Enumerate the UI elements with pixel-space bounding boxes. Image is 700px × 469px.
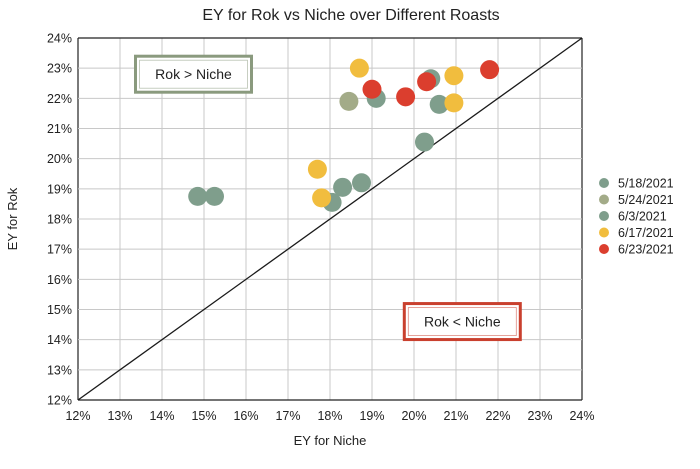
data-point [205,186,224,206]
data-point [415,132,434,152]
y-tick-label: 16% [47,273,72,287]
data-point [333,177,353,197]
annotation-2: Rok < Niche [402,302,522,342]
legend-label: 6/3/2021 [618,210,667,224]
reference-line [77,37,583,401]
y-tick-label: 19% [47,182,72,196]
annotation-box-inner [139,59,248,89]
y-tick-label: 23% [47,62,72,76]
legend-label: 6/17/2021 [618,226,674,240]
legend-marker [599,244,609,254]
data-point [429,94,449,114]
x-tick-label: 19% [359,409,384,423]
y-tick-label: 15% [47,303,72,317]
y-tick-label: 12% [47,394,72,408]
legend-label: 5/24/2021 [618,193,674,207]
legend-label: 6/23/2021 [618,243,674,257]
annotation-box-inner [407,307,517,336]
annotation-1: Rok > Niche [134,54,253,94]
data-point [444,93,464,113]
x-tick-label: 12% [65,409,90,423]
data-point [444,66,464,86]
x-tick-label: 18% [317,409,342,423]
x-tick-label: 13% [107,409,132,423]
legend-marker [599,227,609,238]
legend-item: 5/18/2021 [599,177,674,191]
x-tick-label: 21% [443,409,468,423]
legend: 5/18/2021 5/24/2021 6/3/2021 6/17/2021 6/23/… [599,177,674,257]
x-tick-label: 17% [275,409,300,423]
data-point [339,91,359,111]
data-point [312,188,332,208]
data-points [188,58,500,212]
annotations: Rok > Niche Rok < Niche [134,54,522,342]
chart-title: EY for Rok vs Niche over Different Roast… [202,7,499,24]
y-tick-label: 20% [47,152,72,166]
legend-item: 6/3/2021 [599,210,667,224]
legend-item: 6/23/2021 [599,243,674,257]
tick-labels: 12% 13% 14% 15% 16% 17% 18% 19% 20% 21% 22% 23% 24% 1… [47,32,595,424]
annotation-text: Rok > Niche [155,66,232,82]
y-tick-label: 14% [47,333,72,347]
data-point [307,159,327,179]
data-point [188,186,208,206]
y-tick-label: 22% [47,92,72,106]
annotation-text: Rok < Niche [424,314,501,330]
data-point [417,72,437,92]
data-point [349,58,369,78]
legend-marker [599,178,609,188]
y-tick-label: 24% [47,32,72,46]
annotation-box [402,302,522,342]
legend-marker [599,211,609,221]
reference-line-group [77,37,583,401]
data-point [480,60,500,80]
annotation-box [134,54,253,94]
grid [77,37,583,401]
x-tick-label: 24% [569,409,594,423]
x-tick-label: 20% [401,409,426,423]
x-tick-label: 22% [485,409,510,423]
data-point [362,79,382,99]
data-point [396,87,416,107]
y-tick-label: 13% [47,363,72,377]
x-tick-label: 16% [233,409,258,423]
legend-label: 5/18/2021 [618,177,674,191]
legend-marker [599,194,609,205]
y-tick-label: 17% [47,243,72,257]
y-tick-label: 21% [47,122,72,136]
x-tick-label: 15% [191,409,216,423]
legend-item: 5/24/2021 [599,193,674,207]
x-axis-label: EY for Niche [294,433,367,448]
x-tick-label: 23% [527,409,552,423]
data-point [352,173,371,193]
legend-item: 6/17/2021 [599,226,674,240]
y-axis-label: EY for Rok [5,187,20,250]
y-tick-label: 18% [47,213,72,227]
x-tick-label: 14% [149,409,174,423]
